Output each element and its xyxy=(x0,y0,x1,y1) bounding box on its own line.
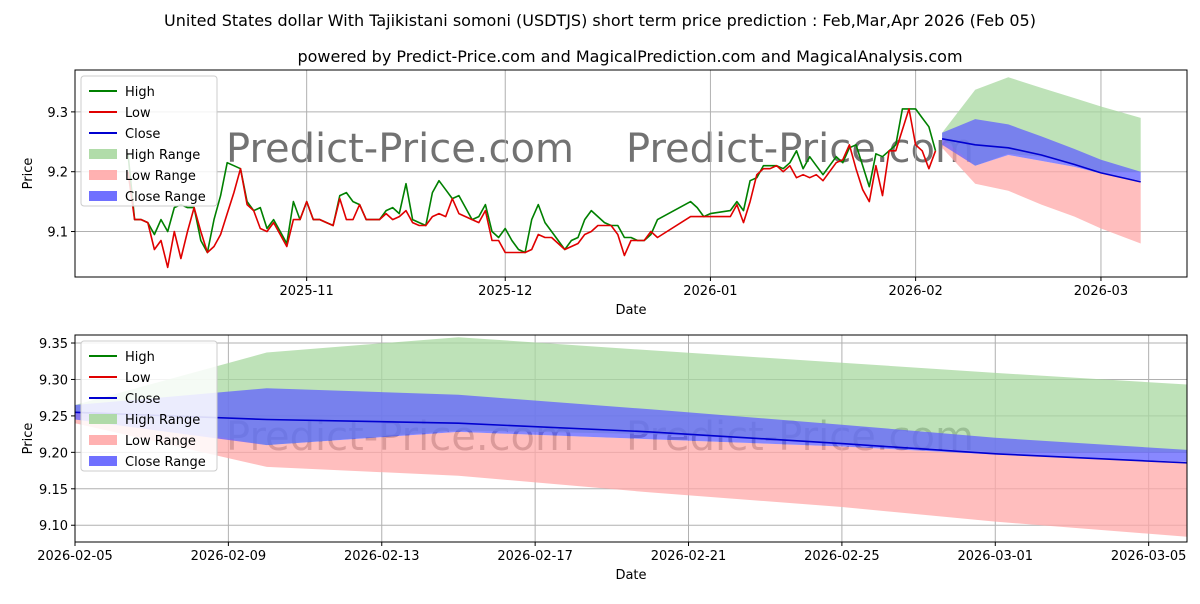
watermark-text: Predict-Price.com xyxy=(226,126,574,172)
chart-title: United States dollar With Tajikistani so… xyxy=(164,11,1036,30)
y-tick-label: 9.25 xyxy=(39,410,68,425)
x-tick-label: 2026-01 xyxy=(683,284,737,299)
y-tick-label: 9.20 xyxy=(39,446,68,461)
axes-frame xyxy=(74,334,1188,543)
low-series-line xyxy=(127,108,937,269)
x-tick-label: 2026-02-17 xyxy=(497,549,573,564)
plot-area xyxy=(127,77,1141,269)
watermark-text: Predict-Price.com xyxy=(226,276,574,322)
low-range-band xyxy=(942,138,1141,244)
x-tick-label: 2026-02-05 xyxy=(37,549,113,564)
x-tick-label: 2025-12 xyxy=(478,284,532,299)
plot-area xyxy=(75,337,1187,537)
watermark-text: Predict-Price.com xyxy=(626,276,974,322)
close-series-line xyxy=(941,138,1141,183)
x-tick-label: 2026-03-01 xyxy=(957,549,1033,564)
close-series-line xyxy=(75,411,1187,464)
close-range-band xyxy=(75,388,1187,462)
y-tick-label: 9.1 xyxy=(47,226,68,241)
legend-label: High Range xyxy=(125,413,200,428)
legend-swatch-patch xyxy=(89,456,117,466)
x-tick-label: 2026-02-21 xyxy=(651,549,727,564)
legend-label: Close xyxy=(125,392,160,407)
y-tick-label: 9.15 xyxy=(39,483,68,498)
legend: High Low Close High Range Low Range Close Ran… xyxy=(80,340,218,472)
x-tick-label: 2026-02-09 xyxy=(191,549,267,564)
legend-label: Close Range xyxy=(125,455,206,470)
high-series-line xyxy=(127,108,937,254)
legend: High Low Close High Range Low Range Close Ran… xyxy=(80,75,218,207)
legend-swatch-patch xyxy=(89,149,117,159)
x-tick-label: 2026-02-13 xyxy=(344,549,420,564)
x-tick-label: 2026-02-25 xyxy=(804,549,880,564)
top-panel: Predict-Price.com Predict-Price.com Predic… xyxy=(21,69,1188,322)
y-tick-label: 9.30 xyxy=(39,373,68,388)
x-tick-label: 2025-11 xyxy=(280,284,334,299)
x-axis-label: Date xyxy=(615,568,646,583)
x-tick-label: 2026-03-05 xyxy=(1111,549,1187,564)
low-range-band xyxy=(75,412,1187,537)
legend-label: High xyxy=(125,85,155,100)
watermark-group: Predict-Price.com Predict-Price.com Predic… xyxy=(226,126,974,322)
legend-label: High Range xyxy=(125,148,200,163)
chart-subtitle: powered by Predict-Price.com and Magical… xyxy=(297,47,962,66)
legend-swatch-patch xyxy=(89,170,117,180)
legend-label: Low Range xyxy=(125,434,196,449)
legend-label: Close xyxy=(125,127,160,142)
y-axis-label: Price xyxy=(21,423,36,455)
y-tick-label: 9.3 xyxy=(47,106,68,121)
axes-frame xyxy=(74,69,1188,278)
legend-swatch-patch xyxy=(89,414,117,424)
y-axis-label: Price xyxy=(21,158,36,190)
legend-swatch-patch xyxy=(89,191,117,201)
legend-label: Close Range xyxy=(125,190,206,205)
x-tick-label: 2026-02 xyxy=(888,284,942,299)
legend-label: Low Range xyxy=(125,169,196,184)
legend-swatch-patch xyxy=(89,435,117,445)
legend-label: Low xyxy=(125,106,151,121)
legend-label: High xyxy=(125,350,155,365)
y-tick-label: 9.10 xyxy=(39,519,68,534)
bottom-panel: Predict-Price.comPredict-Price.com2026-0… xyxy=(21,334,1188,583)
y-tick-label: 9.35 xyxy=(39,337,68,352)
x-axis-label: Date xyxy=(615,303,646,318)
x-tick-label: 2026-03 xyxy=(1074,284,1128,299)
close-range-band xyxy=(942,119,1141,181)
legend-label: Low xyxy=(125,371,151,386)
watermark-text: Predict-Price.com xyxy=(626,126,974,172)
y-tick-label: 9.2 xyxy=(47,166,68,181)
